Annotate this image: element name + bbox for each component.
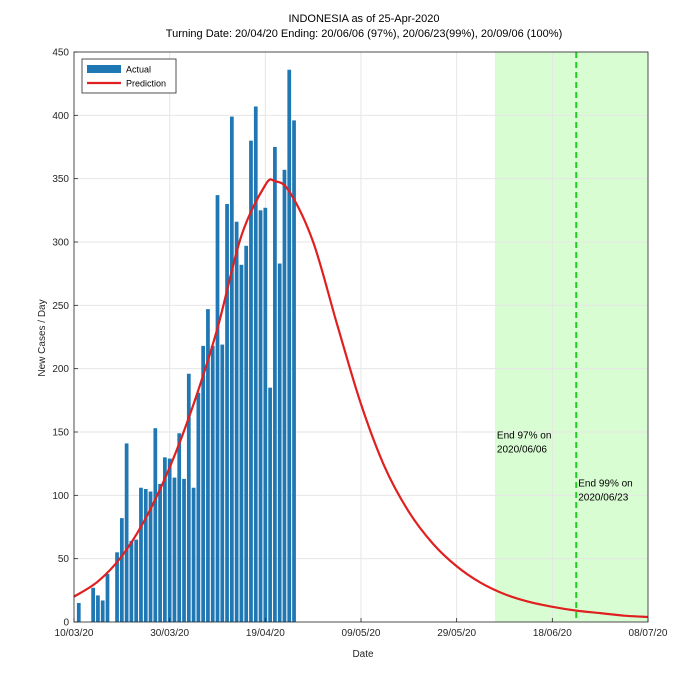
actual-bar (210, 345, 215, 622)
x-axis-title: Date (352, 649, 374, 660)
actual-bar (115, 552, 119, 622)
actual-bar (282, 169, 287, 623)
end-annotation: End 97% on 2020/06/06 (497, 430, 552, 455)
x-tick-label: 30/03/20 (150, 628, 189, 639)
actual-bar (258, 210, 263, 623)
actual-bar (134, 539, 139, 622)
plot-area: 0 50 100 150 200 250 300 350 400 450 10/03/20 30/03… (52, 48, 668, 640)
actual-bar (119, 518, 124, 622)
actual-bars (76, 69, 296, 623)
actual-bar (143, 489, 148, 622)
legend: Actual Prediction (81, 58, 177, 94)
x-tick-label: 09/05/20 (342, 628, 381, 639)
chart-subtitle: Turning Date: 20/04/20 Ending: 20/06/06 … (166, 28, 562, 40)
x-tick-label: 08/07/20 (629, 628, 668, 639)
actual-bar (249, 140, 253, 622)
actual-bar (225, 204, 229, 622)
annotation-text-line: 2020/06/06 (497, 444, 547, 455)
legend-label: Actual (126, 65, 151, 75)
actual-bar (234, 221, 239, 622)
actual-bar (201, 345, 206, 622)
actual-bar (206, 309, 210, 622)
actual-bar (158, 483, 162, 622)
actual-bar (129, 540, 134, 622)
actual-bar (100, 600, 105, 622)
y-tick-label: 300 (52, 238, 69, 249)
annotation-text-line: 2020/06/23 (578, 492, 628, 503)
legend-box (81, 58, 177, 94)
actual-bar (220, 344, 225, 622)
actual-bar (239, 264, 244, 622)
actual-bar (196, 392, 201, 622)
actual-bar (76, 603, 81, 622)
actual-bar (167, 458, 172, 622)
y-tick-label: 400 (52, 111, 69, 122)
y-tick-label: 0 (63, 618, 69, 629)
annotation-text-line: End 97% on (497, 430, 552, 441)
actual-bar (287, 69, 292, 622)
x-tick-label: 10/03/20 (55, 628, 94, 639)
actual-bar (268, 387, 272, 622)
y-tick-label: 350 (52, 174, 69, 185)
actual-bar (177, 433, 182, 622)
y-tick-label: 150 (52, 428, 69, 439)
y-tick-label: 200 (52, 364, 69, 375)
actual-bar (273, 147, 277, 622)
actual-bar (229, 116, 234, 622)
actual-bar (139, 487, 143, 622)
y-axis: 0 50 100 150 200 250 300 350 400 450 (52, 48, 78, 629)
actual-bar (292, 120, 296, 623)
y-tick-label: 50 (58, 554, 70, 565)
actual-bar (186, 373, 191, 622)
y-tick-label: 450 (52, 48, 69, 59)
actual-bar (244, 245, 249, 623)
chart-title: INDONESIA as of 25-Apr-2020 (288, 13, 439, 25)
end-phase-shading (494, 52, 648, 622)
actual-bar (91, 587, 95, 622)
actual-bar (277, 263, 282, 622)
x-axis: 10/03/20 30/03/20 19/04/20 09/05/20 29/05/20… (55, 618, 668, 639)
end-annotation: End 99% on 2020/06/23 (578, 478, 633, 503)
actual-bar (163, 457, 167, 622)
y-tick-label: 100 (52, 491, 69, 502)
actual-bar (105, 573, 110, 622)
actual-bar (148, 491, 153, 622)
x-tick-label: 29/05/20 (437, 628, 476, 639)
actual-bar (182, 478, 186, 622)
actual-bar (124, 443, 129, 622)
actual-bar (96, 595, 100, 622)
x-tick-label: 19/04/20 (246, 628, 285, 639)
actual-bar (172, 477, 177, 622)
actual-bar (153, 428, 158, 622)
annotation-text-line: End 99% on (578, 478, 633, 489)
legend-swatch-actual (87, 65, 121, 73)
legend-label: Prediction (126, 79, 166, 89)
y-axis-title: New Cases / Day (37, 299, 48, 376)
actual-bar (253, 106, 258, 622)
actual-bar (215, 195, 220, 622)
y-tick-label: 250 (52, 301, 69, 312)
x-tick-label: 18/06/20 (533, 628, 572, 639)
actual-bar (191, 487, 196, 622)
actual-bar (263, 207, 268, 623)
prediction-line (73, 178, 649, 619)
